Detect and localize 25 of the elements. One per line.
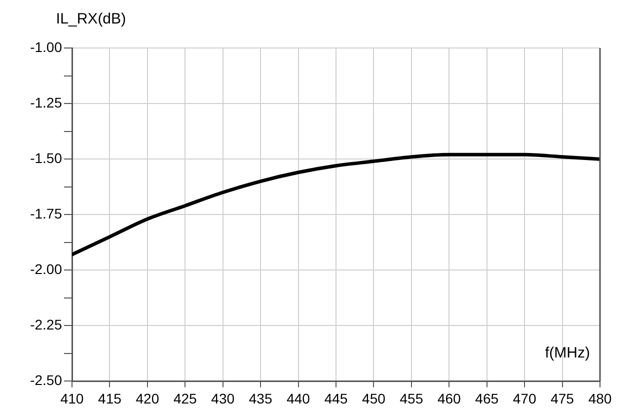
- y-tick-label: -2.25: [30, 316, 62, 333]
- y-tick-label: -2.50: [30, 372, 62, 388]
- x-axis-title: f(MHz): [545, 344, 590, 362]
- x-tick-label: 425: [173, 390, 198, 406]
- x-tick-label: 440: [286, 390, 310, 406]
- x-tick-label: 445: [324, 390, 348, 406]
- x-tick-label: 455: [400, 390, 424, 406]
- y-axis-title: IL_RX(dB): [56, 10, 126, 28]
- x-tick-label: 420: [136, 390, 160, 406]
- x-tick-label: 470: [512, 390, 536, 406]
- x-tick-label: 430: [211, 390, 235, 406]
- x-tick-label: 415: [98, 390, 122, 406]
- y-tick-label: -1.50: [30, 150, 62, 166]
- line-series: [72, 152, 600, 256]
- x-tick-label: 480: [588, 390, 612, 406]
- x-tick-label: 410: [60, 390, 84, 406]
- y-tick-label: -2.00: [30, 260, 62, 277]
- x-tick-label: 450: [362, 390, 386, 406]
- y-tick-label: -1.75: [30, 205, 62, 222]
- x-tick-label: 460: [437, 390, 462, 406]
- y-tick-label: -1.00: [30, 38, 62, 55]
- y-tick-label: -1.25: [30, 94, 62, 110]
- x-tick-label: 475: [550, 390, 574, 406]
- x-tick-label: 435: [248, 390, 272, 406]
- x-tick-label: 465: [475, 390, 499, 406]
